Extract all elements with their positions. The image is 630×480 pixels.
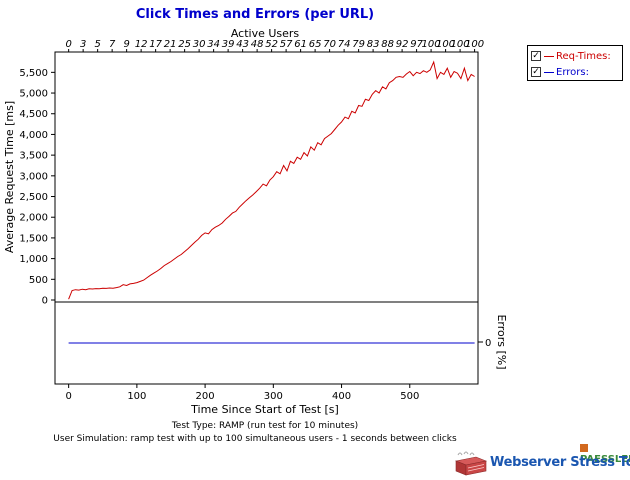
top-tick-label: 100 xyxy=(451,39,470,50)
req-times-checkbox[interactable]: ✓ xyxy=(531,51,541,61)
top-tick-label: 12 xyxy=(135,39,148,50)
user-simulation-note: User Simulation: ramp test with up to 10… xyxy=(53,434,457,444)
x-tick-label: 200 xyxy=(196,391,215,402)
top-axis-ticks: 0 3 5 7 9 12 17 21 25 30 34 39 43 48 52 57 61 65 70 74 79 83 8… xyxy=(65,39,484,52)
x-tick-label: 0 xyxy=(65,391,71,402)
top-tick-label: 48 xyxy=(251,39,264,50)
top-tick-label: 100 xyxy=(465,39,484,50)
top-tick-label: 7 xyxy=(109,39,116,50)
upper-plot-area xyxy=(54,51,479,303)
top-tick-label: 74 xyxy=(338,39,351,50)
x-axis-label: Time Since Start of Test [s] xyxy=(190,403,339,416)
y-tick-label: 3,500 xyxy=(19,151,48,162)
top-tick-label: 61 xyxy=(294,39,307,50)
series-req-times-line xyxy=(68,60,475,300)
top-tick-label: 30 xyxy=(193,39,206,50)
y-tick-label: 1,000 xyxy=(19,254,48,265)
x-tick-label: 500 xyxy=(400,391,419,402)
top-tick-label: 70 xyxy=(323,39,336,50)
top-tick-label: 65 xyxy=(309,39,322,50)
top-tick-label: 100 xyxy=(422,39,441,50)
company-name: PAESSLER xyxy=(580,454,630,465)
top-tick-label: 79 xyxy=(352,39,365,50)
top-tick-label: 97 xyxy=(410,39,423,50)
x-tick-label: 300 xyxy=(264,391,283,402)
x-axis-ticks: 0 100 200 300 400 500 xyxy=(65,384,419,402)
top-tick-label: 25 xyxy=(178,39,191,50)
y-axis-ticks: 0 500 1,000 1,500 2,000 2,500 3,000 3,500 4,000 4… xyxy=(19,68,55,307)
y-axis-label: Average Request Time [ms] xyxy=(3,101,16,253)
top-tick-label: 34 xyxy=(207,39,220,50)
top-tick-label: 17 xyxy=(149,39,162,50)
y-tick-label: 3,000 xyxy=(19,171,48,182)
y-tick-label: 4,500 xyxy=(19,109,48,120)
test-type-note: Test Type: RAMP (run test for 10 minutes… xyxy=(171,421,358,431)
top-tick-label: 3 xyxy=(80,39,86,50)
top-axis-label: Active Users xyxy=(231,27,300,40)
product-name: Webserver Stress Tool xyxy=(490,455,630,470)
top-tick-label: 5 xyxy=(94,39,100,50)
top-tick-label: 100 xyxy=(436,39,455,50)
server-rack-icon xyxy=(454,451,488,476)
top-tick-label: 0 xyxy=(65,39,71,50)
y-tick-label: 2,500 xyxy=(19,192,48,203)
top-tick-label: 9 xyxy=(123,39,129,50)
y-tick-label: 1,500 xyxy=(19,233,48,244)
errors-swatch xyxy=(544,71,554,73)
branding: PAESSLER Webserver Stress Tool xyxy=(452,443,630,480)
top-tick-label: 57 xyxy=(280,39,293,50)
top-tick-label: 52 xyxy=(265,39,278,50)
top-tick-label: 92 xyxy=(396,39,409,50)
x-tick-label: 400 xyxy=(332,391,351,402)
y-tick-label: 0 xyxy=(42,296,48,307)
errors-axis-label: Errors [%] xyxy=(495,314,508,369)
paessler-logo: PAESSLER xyxy=(580,443,630,465)
paessler-mark-icon xyxy=(580,444,588,452)
chart-title: Click Times and Errors (per URL) xyxy=(136,7,374,22)
y-tick-label: 4,000 xyxy=(19,130,48,141)
y-tick-label: 2,000 xyxy=(19,213,48,224)
top-tick-label: 83 xyxy=(367,39,380,50)
legend-item-errors[interactable]: ✓ Errors: xyxy=(531,65,589,79)
top-tick-label: 88 xyxy=(381,39,394,50)
legend-item-req-times[interactable]: ✓ Req-Times: xyxy=(531,49,611,63)
y-tick-label: 5,000 xyxy=(19,89,48,100)
legend: ✓ Req-Times: ✓ Errors: xyxy=(527,45,623,81)
errors-checkbox[interactable]: ✓ xyxy=(531,67,541,77)
req-times-label: Req-Times: xyxy=(556,50,611,62)
top-tick-label: 21 xyxy=(164,39,177,50)
y-tick-label: 500 xyxy=(29,275,48,286)
y-tick-label: 5,500 xyxy=(19,68,48,79)
series-group xyxy=(68,60,475,344)
x-tick-label: 100 xyxy=(127,391,146,402)
errors-label: Errors: xyxy=(556,66,589,78)
errors-tick-0: 0 xyxy=(485,338,491,349)
req-times-swatch xyxy=(544,55,554,57)
top-tick-label: 39 xyxy=(222,39,235,50)
top-tick-label: 43 xyxy=(236,39,249,50)
